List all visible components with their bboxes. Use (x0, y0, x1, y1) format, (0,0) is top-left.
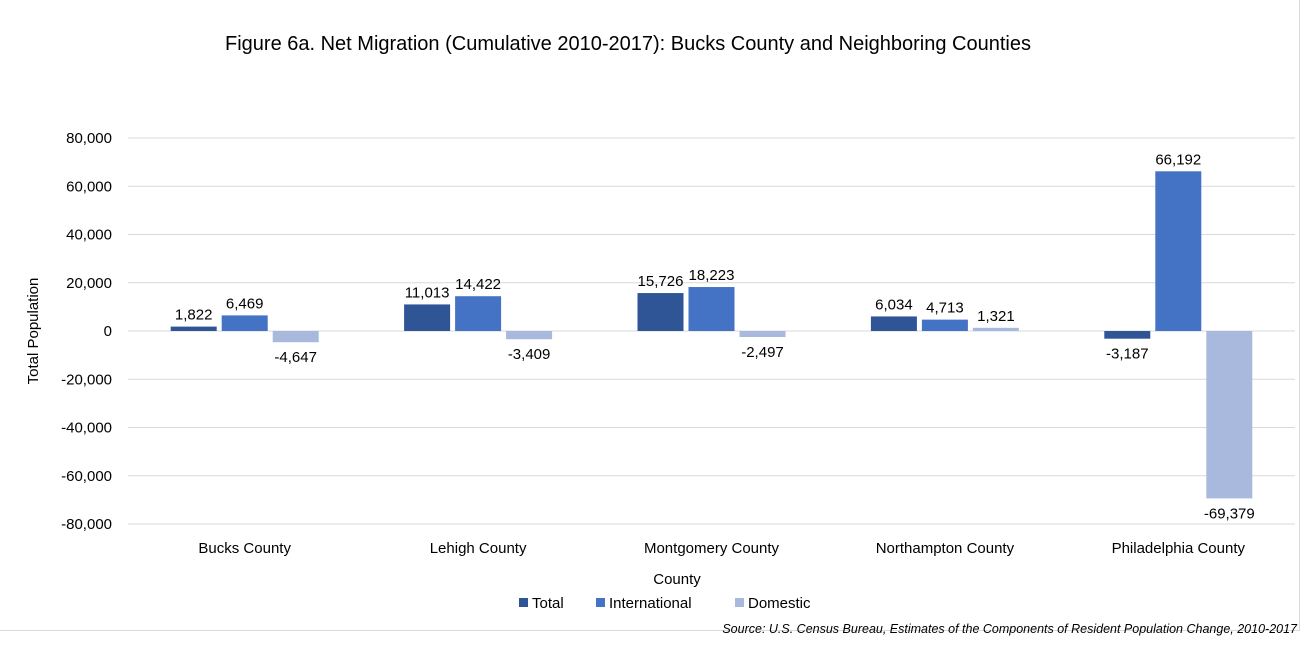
data-label: 1,321 (977, 308, 1015, 325)
data-label: 1,822 (175, 307, 213, 324)
data-label: -2,497 (741, 344, 784, 361)
legend-swatch-total (519, 598, 528, 607)
data-label: -69,379 (1204, 505, 1255, 522)
legend-label-domestic: Domestic (748, 595, 811, 612)
bar-domestic (272, 331, 319, 343)
data-label: 11,013 (405, 284, 450, 301)
x-tick-label: Lehigh County (430, 540, 527, 557)
bar-domestic (972, 327, 1019, 331)
y-tick-label: 20,000 (66, 275, 112, 292)
legend-swatch-domestic (735, 598, 744, 607)
data-label: 6,469 (226, 295, 264, 312)
chart-frame (0, 0, 1300, 631)
bar-domestic (739, 331, 786, 338)
data-label: -3,409 (508, 346, 551, 363)
y-axis-label: Total Population (25, 278, 42, 385)
y-tick-label: 80,000 (66, 130, 112, 147)
y-tick-label: -40,000 (61, 420, 112, 437)
x-tick-label: Montgomery County (644, 540, 780, 557)
data-label: 66,192 (1155, 151, 1201, 168)
x-axis-label: County (653, 571, 701, 588)
bar-international (921, 319, 968, 331)
bar-total (1104, 331, 1151, 339)
legend-label-total: Total (532, 595, 564, 612)
source-note: Source: U.S. Census Bureau, Estimates of… (722, 622, 1297, 636)
legend-label-international: International (609, 595, 692, 612)
data-label: 6,034 (875, 296, 913, 313)
y-tick-label: -80,000 (61, 516, 112, 533)
bar-international (1155, 171, 1202, 331)
data-label: 4,713 (926, 300, 964, 317)
bar-domestic (506, 331, 553, 340)
x-tick-label: Bucks County (198, 540, 291, 557)
bar-domestic (1206, 331, 1253, 499)
y-tick-label: 0 (104, 323, 112, 340)
x-tick-label: Philadelphia County (1112, 540, 1246, 557)
bar-total (404, 304, 451, 331)
y-tick-label: -60,000 (61, 468, 112, 485)
data-label: -3,187 (1106, 346, 1149, 363)
legend-swatch-international (596, 598, 605, 607)
x-tick-label: Northampton County (876, 540, 1015, 557)
data-label: -4,647 (274, 349, 317, 366)
data-label: 15,726 (638, 273, 684, 290)
y-tick-label: 60,000 (66, 178, 112, 195)
bar-international (688, 287, 735, 331)
y-tick-label: -20,000 (61, 371, 112, 388)
data-label: 14,422 (455, 276, 501, 293)
data-label: 18,223 (689, 267, 735, 284)
bar-international (221, 315, 268, 331)
bar-international (455, 296, 502, 331)
y-tick-label: 40,000 (66, 227, 112, 244)
bar-total (170, 326, 217, 331)
bar-total (870, 316, 917, 331)
bar-total (637, 293, 684, 331)
chart-title: Figure 6a. Net Migration (Cumulative 201… (225, 33, 1031, 55)
